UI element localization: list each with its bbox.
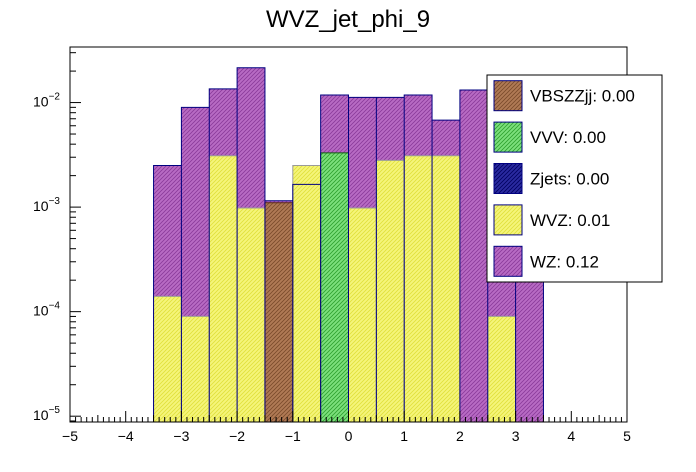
bar-wvz xyxy=(292,165,321,422)
bar-wvz xyxy=(348,208,377,422)
legend-swatch xyxy=(493,204,523,236)
outline-wvz xyxy=(153,155,517,422)
legend-swatch xyxy=(493,163,523,194)
x-tick-label: −2 xyxy=(229,428,245,444)
bar-wvz xyxy=(404,155,433,422)
legend-swatch xyxy=(493,121,523,153)
legend-label: Zjets: 0.00 xyxy=(530,170,609,189)
bar-wvz xyxy=(153,296,182,422)
y-tick-label: 10−3 xyxy=(33,196,60,214)
y-tick-label: 10−5 xyxy=(33,405,60,423)
x-tick-label: 5 xyxy=(623,428,631,444)
bar-wvz xyxy=(432,155,460,422)
bar-wvz xyxy=(237,208,265,422)
legend-label: VBSZZjj: 0.00 xyxy=(530,87,635,106)
x-tick-label: −3 xyxy=(173,428,189,444)
x-tick-label: −4 xyxy=(118,428,134,444)
bar-vvv xyxy=(320,152,349,422)
bars-layer xyxy=(153,67,544,423)
bar-wz xyxy=(459,89,488,423)
x-axis: −5 −4 −3 −2 −1 0 1 2 3 4 5 xyxy=(62,411,631,444)
bar-vbszzjj xyxy=(264,202,293,422)
y-axis: 10−2 10−3 10−4 10−5 xyxy=(33,52,81,423)
chart-title: WVZ_jet_phi_9 xyxy=(266,6,430,33)
bar-wvz xyxy=(376,160,405,422)
x-tick-label: 3 xyxy=(512,428,520,444)
x-tick-label: −1 xyxy=(285,428,301,444)
legend-swatch xyxy=(493,80,523,112)
x-tick-label: −5 xyxy=(62,428,78,444)
bar-wvz xyxy=(487,316,516,422)
y-tick-label: 10−4 xyxy=(33,301,60,319)
x-tick-label: 1 xyxy=(400,428,408,444)
legend-label: WZ: 0.12 xyxy=(530,252,599,271)
x-tick-label: 0 xyxy=(345,428,353,444)
y-tick-label: 10−2 xyxy=(33,92,60,110)
legend-swatch xyxy=(493,245,523,277)
legend-label: VVV: 0.00 xyxy=(530,128,606,147)
bar-wvz xyxy=(181,316,210,422)
legend-label: WVZ: 0.01 xyxy=(530,211,610,230)
x-tick-label: 4 xyxy=(567,428,575,444)
bar-wvz xyxy=(209,155,238,422)
x-tick-label: 2 xyxy=(456,428,464,444)
legend: VBSZZjj: 0.00 VVV: 0.00 Zjets: 0.00 WVZ: 0.… xyxy=(486,74,663,283)
